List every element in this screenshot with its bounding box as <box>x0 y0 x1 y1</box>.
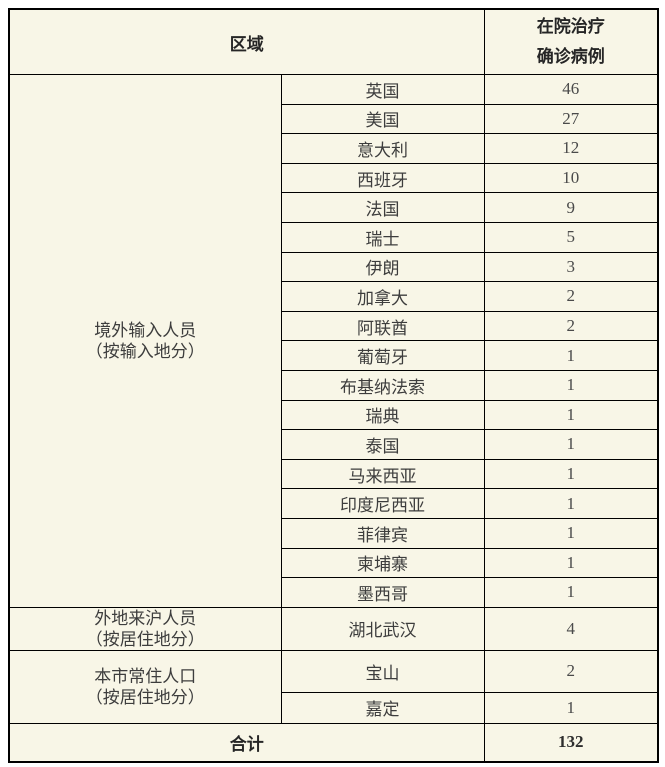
cases-cell: 2 <box>483 310 659 342</box>
region-header-cell: 区域 <box>8 8 485 75</box>
table-row: 阿联酋 2 <box>9 310 659 342</box>
header-row: 区域 在院治疗 确诊病例 <box>8 8 659 75</box>
place-cell: 英国 <box>280 74 485 105</box>
table-row: 瑞典 1 <box>9 399 659 431</box>
cases-cell: 1 <box>483 488 659 519</box>
table-row: 加拿大 2 <box>9 281 659 312</box>
place-cell: 湖北武汉 <box>280 606 485 651</box>
cases-cell: 2 <box>483 649 659 693</box>
cases-cell: 46 <box>483 74 659 105</box>
cases-header-cell: 在院治疗 确诊病例 <box>483 8 659 75</box>
place-cell: 阿联酋 <box>280 310 485 342</box>
place-cell: 柬埔寨 <box>280 547 485 579</box>
cases-cell: 3 <box>483 251 659 283</box>
cases-cell: 1 <box>483 458 659 490</box>
cases-cell: 1 <box>483 547 659 579</box>
place-cell: 菲律宾 <box>280 517 485 549</box>
group-label-resident: 本市常住人口 （按居住地分） <box>8 649 282 724</box>
cases-table: 区域 在院治疗 确诊病例 境外输入人员 （按输入地分） 英国 46 美国 27 … <box>8 8 659 763</box>
cases-cell: 2 <box>483 281 659 312</box>
table-row: 葡萄牙 1 <box>9 340 659 371</box>
table-row: 泰国 1 <box>9 429 659 460</box>
total-value-cell: 132 <box>483 722 659 763</box>
table-row: 境外输入人员 （按输入地分） 英国 46 <box>8 74 659 608</box>
place-cell: 布基纳法索 <box>280 369 485 401</box>
group-label-imported: 境外输入人员 （按输入地分） <box>8 74 282 608</box>
group-label-line1: 本市常住人口 <box>94 666 197 686</box>
group-label-line2: （按居住地分） <box>85 629 205 649</box>
place-cell: 意大利 <box>280 133 485 164</box>
place-cell: 瑞典 <box>280 399 485 431</box>
place-cell: 泰国 <box>280 429 485 460</box>
place-cell: 墨西哥 <box>280 577 485 608</box>
cases-cell: 1 <box>483 517 659 549</box>
cases-cell: 1 <box>483 691 659 724</box>
cases-cell: 1 <box>483 577 659 608</box>
table-row: 菲律宾 1 <box>9 517 659 549</box>
table-row: 法国 9 <box>9 192 659 223</box>
table-row: 西班牙 10 <box>9 162 659 194</box>
place-cell: 印度尼西亚 <box>280 488 485 519</box>
cases-cell: 1 <box>483 399 659 431</box>
cases-cell: 1 <box>483 340 659 371</box>
group-label-line1: 境外输入人员 <box>94 320 197 340</box>
cases-cell: 5 <box>483 221 659 253</box>
group-label-line2: （按输入地分） <box>85 341 205 361</box>
total-label-cell: 合计 <box>8 722 485 763</box>
table-row: 布基纳法索 1 <box>9 369 659 401</box>
place-cell: 嘉定 <box>280 691 485 724</box>
cases-cell: 12 <box>483 133 659 164</box>
cases-header-line2: 确诊病例 <box>536 47 605 66</box>
place-cell: 瑞士 <box>280 221 485 253</box>
place-cell: 宝山 <box>280 649 485 693</box>
table-row: 嘉定 1 <box>9 691 659 724</box>
place-cell: 加拿大 <box>280 281 485 312</box>
place-cell: 伊朗 <box>280 251 485 283</box>
group-label-nonlocal: 外地来沪人员 （按居住地分） <box>8 606 282 651</box>
table-row: 马来西亚 1 <box>9 458 659 490</box>
table-row: 美国 27 <box>9 103 659 135</box>
table-row: 伊朗 3 <box>9 251 659 283</box>
region-header-label: 区域 <box>229 34 264 54</box>
total-row: 合计 132 <box>8 722 659 763</box>
cases-cell: 10 <box>483 162 659 194</box>
group-label-line2: （按居住地分） <box>85 687 205 707</box>
cases-cell: 1 <box>483 429 659 460</box>
cases-cell: 1 <box>483 369 659 401</box>
table-row: 瑞士 5 <box>9 221 659 253</box>
table-row: 外地来沪人员 （按居住地分） 湖北武汉 4 <box>8 606 659 651</box>
cases-header-line1: 在院治疗 <box>536 17 605 36</box>
cases-cell: 27 <box>483 103 659 135</box>
cases-cell: 9 <box>483 192 659 223</box>
place-cell: 西班牙 <box>280 162 485 194</box>
place-cell: 美国 <box>280 103 485 135</box>
place-cell: 马来西亚 <box>280 458 485 490</box>
table-row: 意大利 12 <box>9 133 659 164</box>
cases-cell: 4 <box>483 606 659 651</box>
table-row: 本市常住人口 （按居住地分） 宝山 2 <box>8 649 659 724</box>
place-cell: 葡萄牙 <box>280 340 485 371</box>
group-label-line1: 外地来沪人员 <box>94 608 197 628</box>
place-cell: 法国 <box>280 192 485 223</box>
